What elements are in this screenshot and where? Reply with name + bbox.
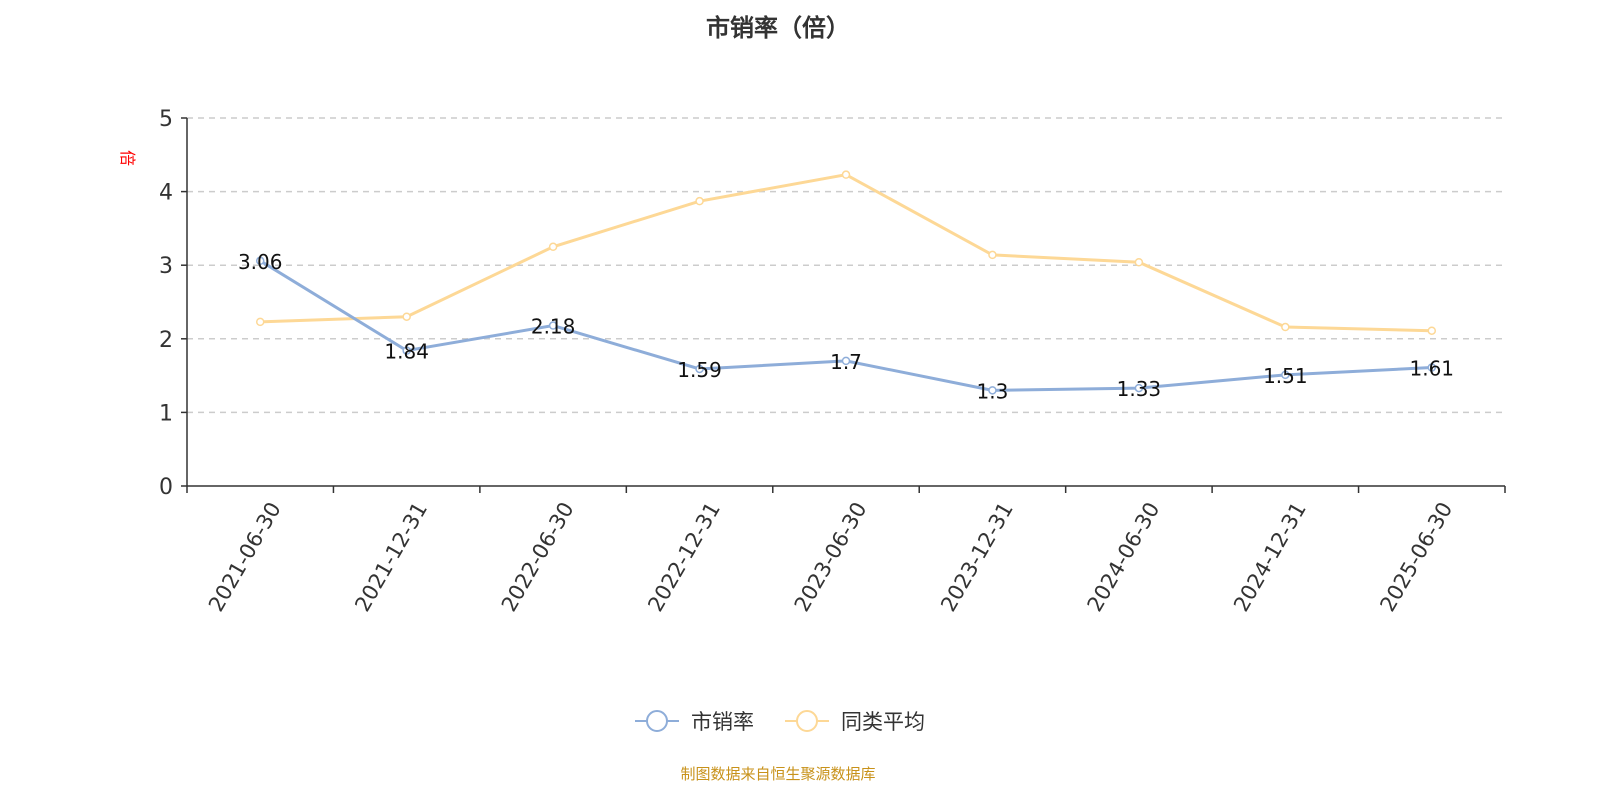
x-tick-label: 2022-12-31 — [643, 498, 725, 616]
data-label: 1.84 — [384, 340, 429, 364]
x-tick-label: 2024-06-30 — [1083, 498, 1165, 616]
data-point — [548, 242, 558, 252]
data-point — [841, 170, 851, 179]
x-tick-label: 2021-06-30 — [204, 498, 286, 616]
data-point — [402, 346, 411, 355]
data-label: 1.33 — [1117, 377, 1162, 401]
data-point — [1134, 258, 1144, 267]
series-line — [260, 173, 1432, 333]
x-tick-label: 2025-06-30 — [1375, 498, 1457, 616]
y-tick-label: 2 — [159, 328, 173, 353]
data-label: 1.3 — [977, 379, 1009, 403]
data-point — [1134, 383, 1144, 393]
data-point — [1281, 370, 1290, 380]
y-axis-label: 倍 — [118, 150, 137, 166]
data-point — [1281, 322, 1290, 332]
data-label: 2.18 — [531, 315, 576, 339]
x-tick-label: 2021-12-31 — [350, 498, 432, 616]
data-point — [1427, 363, 1437, 372]
y-tick-label: 3 — [159, 254, 173, 279]
chart-title: 市销率（倍） — [706, 14, 850, 42]
data-point — [255, 317, 265, 327]
x-tick-label: 2023-12-31 — [936, 498, 1018, 616]
data-label: 1.7 — [830, 350, 862, 374]
data-point — [1427, 326, 1437, 335]
y-tick-label: 4 — [159, 181, 173, 206]
data-label: 3.06 — [238, 250, 283, 274]
legend-marker-icon — [646, 710, 668, 732]
y-tick-label: 5 — [159, 107, 173, 132]
data-point — [841, 356, 851, 366]
data-point — [695, 196, 704, 206]
legend-label: 市销率 — [691, 710, 754, 734]
x-tick-label: 2024-12-31 — [1229, 498, 1311, 616]
data-label: 1.51 — [1263, 364, 1308, 388]
data-label: 1.61 — [1410, 357, 1455, 381]
legend-marker-icon — [796, 710, 818, 732]
x-tick-label: 2023-06-30 — [790, 498, 872, 616]
source-footer: 制图数据来自恒生聚源数据库 — [680, 765, 876, 783]
data-point — [988, 386, 997, 395]
legend-label: 同类平均 — [841, 710, 925, 734]
data-label: 1.59 — [677, 358, 722, 382]
y-tick-label: 1 — [159, 401, 173, 426]
data-point — [988, 250, 997, 260]
data-point — [695, 364, 704, 374]
data-point — [402, 312, 411, 321]
y-tick-label: 0 — [159, 475, 173, 500]
data-point — [548, 321, 558, 330]
x-tick-label: 2022-06-30 — [497, 498, 579, 616]
data-point — [255, 256, 265, 266]
